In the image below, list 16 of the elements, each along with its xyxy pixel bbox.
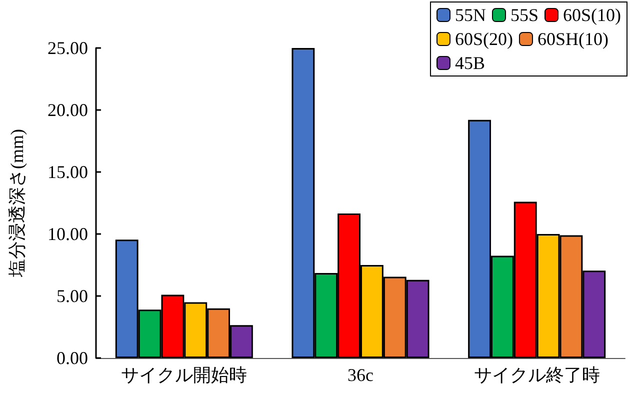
x-tick-label: 36c [348, 365, 374, 385]
y-axis-title: 塩分浸透深さ(mm) [7, 129, 27, 278]
y-tick-label: 0.00 [56, 348, 88, 368]
y-tick-label: 10.00 [48, 224, 88, 244]
y-tick-label: 25.00 [48, 38, 88, 58]
y-tick-label: 20.00 [48, 100, 88, 120]
legend-label: 55N [454, 5, 486, 25]
legend-label: 60S(10) [563, 5, 622, 25]
y-tick-label: 15.00 [48, 162, 88, 182]
legend-label: 45B [454, 53, 486, 73]
legend-label: 55S [510, 5, 539, 25]
x-tick-label: サイクル開始時 [121, 365, 248, 385]
legend-label: 60SH(10) [537, 29, 608, 49]
x-tick-label: サイクル終了時 [474, 365, 600, 385]
y-tick-label: 5.00 [56, 286, 88, 306]
legend-label: 60S(20) [454, 29, 513, 49]
